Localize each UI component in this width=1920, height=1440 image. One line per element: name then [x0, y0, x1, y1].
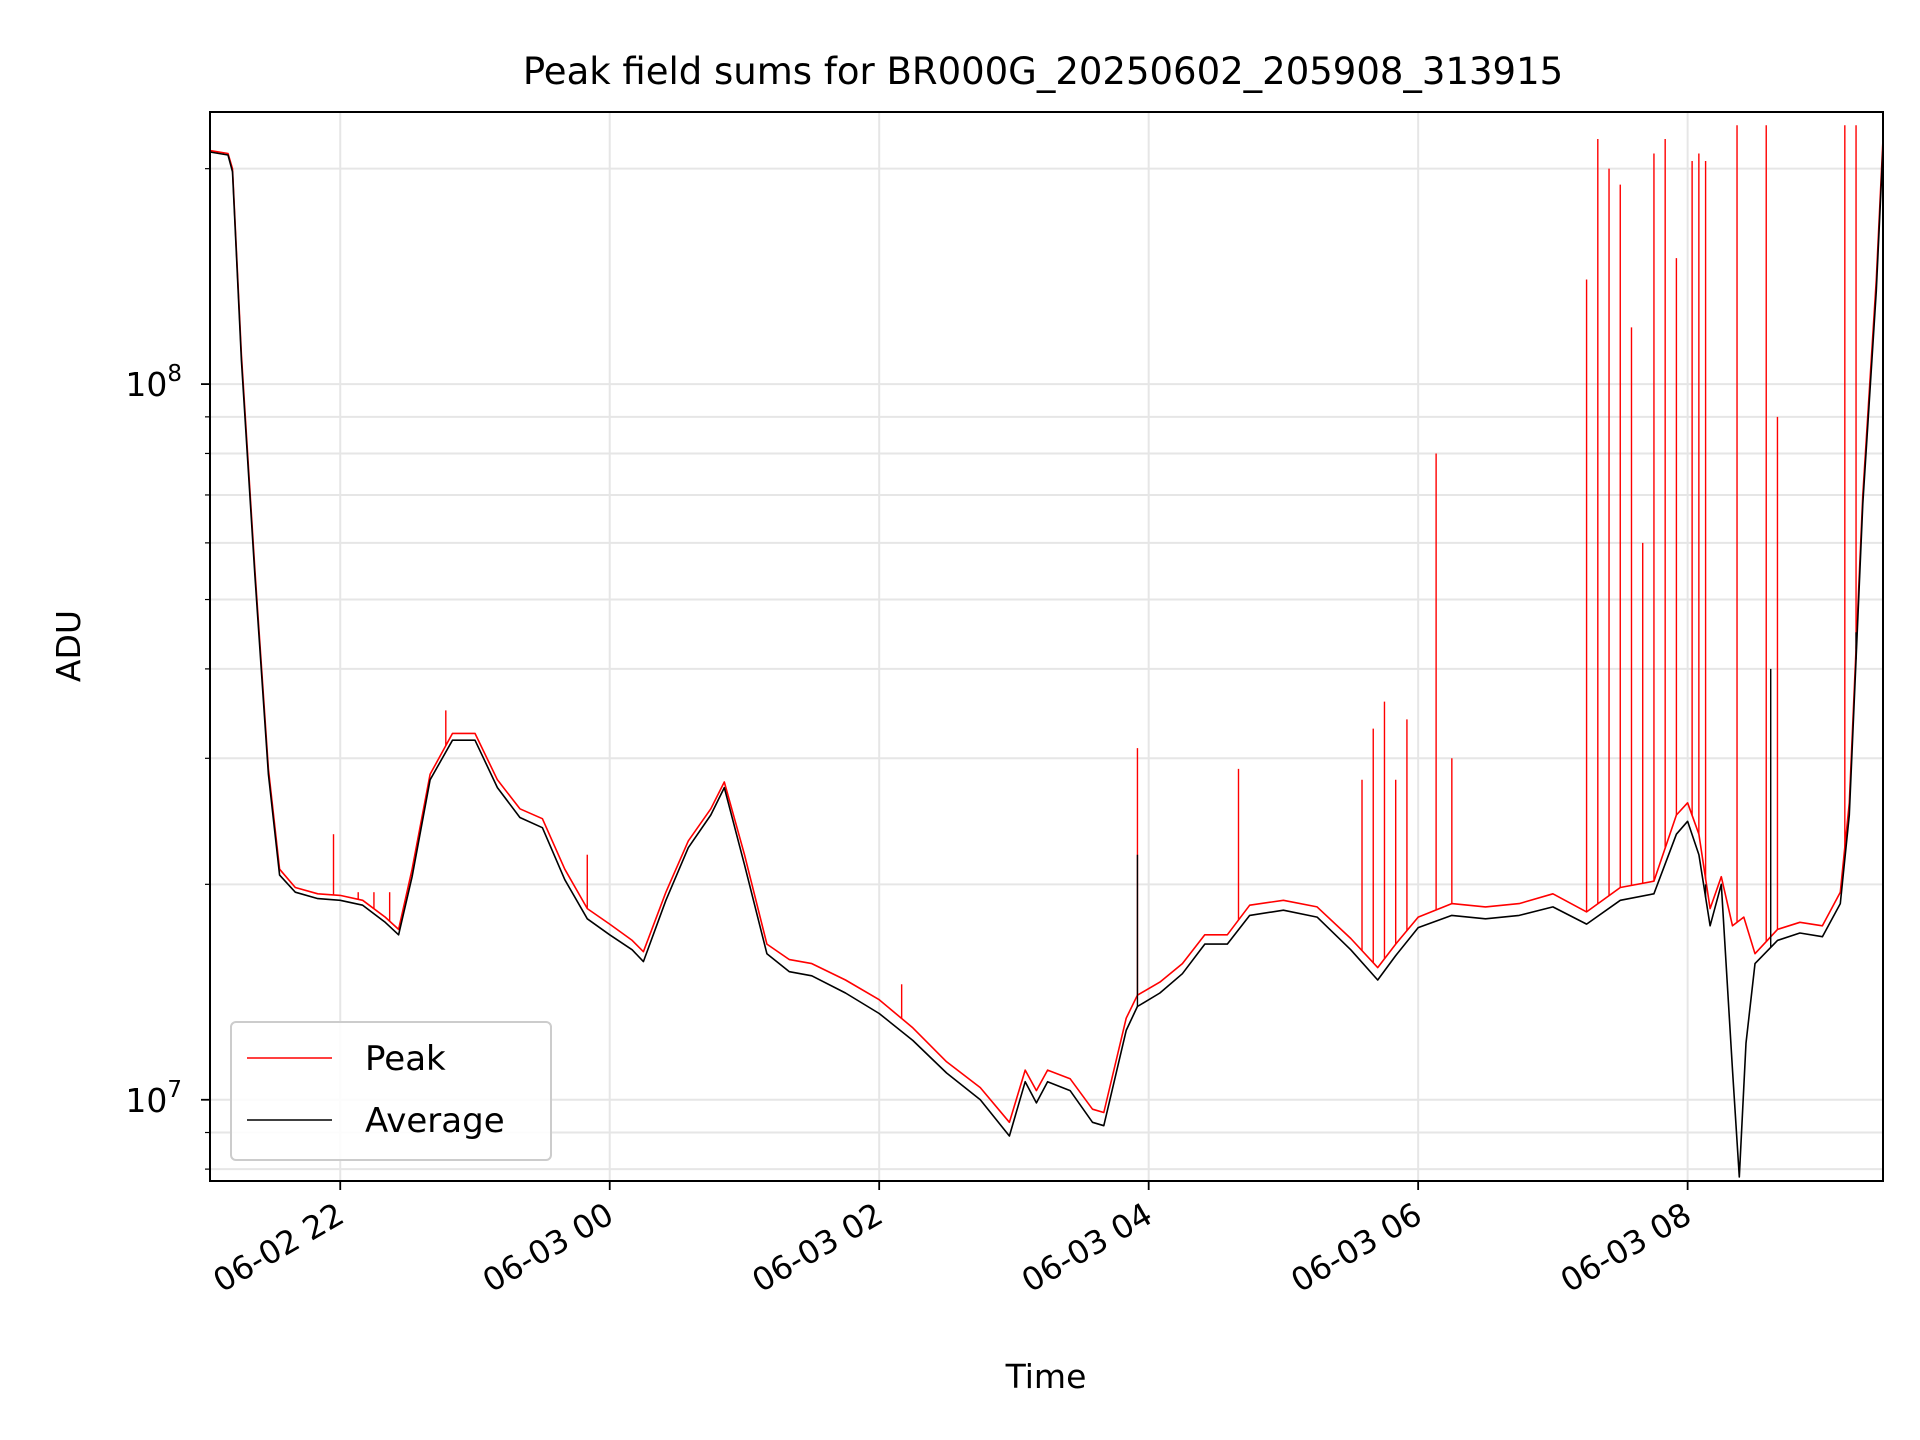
legend-frame: [230, 1021, 552, 1161]
y-tick-label-exponent: 8: [167, 361, 182, 387]
y-axis-label: ADU: [49, 610, 88, 682]
y-tick-label: 107: [125, 1077, 182, 1120]
y-tick-label-base: 10: [125, 1081, 167, 1120]
y-tick-label-exponent: 7: [167, 1077, 182, 1103]
series-line-peak: [209, 138, 1884, 1124]
axes-frame: [209, 111, 1884, 1182]
chart-title: Peak field sums for BR000G_20250602_2059…: [523, 50, 1563, 93]
x-axis-label: Time: [1005, 1357, 1087, 1396]
y-tick-label-base: 10: [125, 365, 167, 404]
series-layer: [209, 125, 1884, 1178]
legend-average-label: Average: [365, 1101, 505, 1141]
series-average: [209, 146, 1884, 1178]
legend: Peak Average: [230, 1021, 552, 1161]
legend-peak-label: Peak: [365, 1039, 446, 1079]
y-tick-label: 108: [125, 361, 182, 404]
series-line-average: [209, 146, 1884, 1178]
